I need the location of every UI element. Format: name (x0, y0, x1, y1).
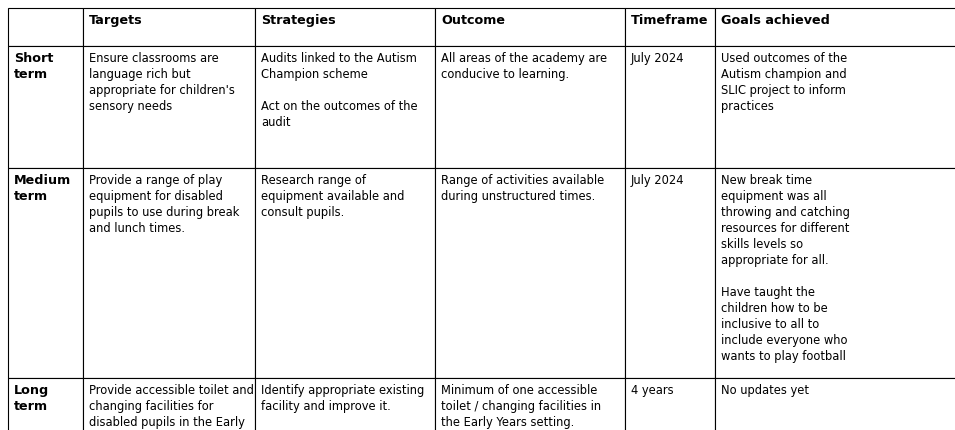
Bar (715, 378, 955, 430)
Text: Ensure classrooms are
language rich but
appropriate for children's
sensory needs: Ensure classrooms are language rich but … (89, 52, 235, 113)
Text: Range of activities available
during unstructured times.: Range of activities available during uns… (441, 174, 605, 203)
Text: Research range of
equipment available and
consult pupils.: Research range of equipment available an… (261, 174, 404, 219)
Text: All areas of the academy are
conducive to learning.: All areas of the academy are conducive t… (441, 52, 607, 81)
Bar (255, 46, 435, 168)
Bar (255, 8, 435, 46)
Text: Provide accessible toilet and
changing facilities for
disabled pupils in the Ear: Provide accessible toilet and changing f… (89, 384, 254, 430)
Bar (8, 46, 83, 168)
Bar (435, 378, 625, 430)
Text: July 2024: July 2024 (631, 52, 685, 65)
Bar (8, 168, 83, 378)
Text: Short
term: Short term (14, 52, 53, 81)
Bar (255, 378, 435, 430)
Bar (8, 378, 83, 430)
Bar (625, 46, 715, 168)
Bar (625, 168, 715, 378)
Text: July 2024: July 2024 (631, 174, 685, 187)
Bar (83, 8, 255, 46)
Bar (715, 8, 955, 46)
Text: 4 years: 4 years (631, 384, 673, 397)
Bar (625, 378, 715, 430)
Bar (715, 168, 955, 378)
Bar (435, 168, 625, 378)
Text: Identify appropriate existing
facility and improve it.: Identify appropriate existing facility a… (261, 384, 424, 413)
Text: Outcome: Outcome (441, 14, 505, 27)
Bar (715, 46, 955, 168)
Text: Provide a range of play
equipment for disabled
pupils to use during break
and lu: Provide a range of play equipment for di… (89, 174, 240, 235)
Bar (83, 378, 255, 430)
Bar (8, 8, 83, 46)
Text: Audits linked to the Autism
Champion scheme

Act on the outcomes of the
audit: Audits linked to the Autism Champion sch… (261, 52, 417, 129)
Bar (255, 168, 435, 378)
Text: Long
term: Long term (14, 384, 50, 413)
Text: Targets: Targets (89, 14, 142, 27)
Text: No updates yet: No updates yet (721, 384, 809, 397)
Bar (435, 8, 625, 46)
Bar (83, 168, 255, 378)
Text: Minimum of one accessible
toilet / changing facilities in
the Early Years settin: Minimum of one accessible toilet / chang… (441, 384, 601, 429)
Text: New break time
equipment was all
throwing and catching
resources for different
s: New break time equipment was all throwin… (721, 174, 850, 363)
Bar (83, 46, 255, 168)
Bar (435, 46, 625, 168)
Text: Used outcomes of the
Autism champion and
SLIC project to inform
practices: Used outcomes of the Autism champion and… (721, 52, 847, 113)
Text: Medium
term: Medium term (14, 174, 72, 203)
Text: Timeframe: Timeframe (631, 14, 709, 27)
Text: Strategies: Strategies (261, 14, 335, 27)
Text: Goals achieved: Goals achieved (721, 14, 830, 27)
Bar (625, 8, 715, 46)
